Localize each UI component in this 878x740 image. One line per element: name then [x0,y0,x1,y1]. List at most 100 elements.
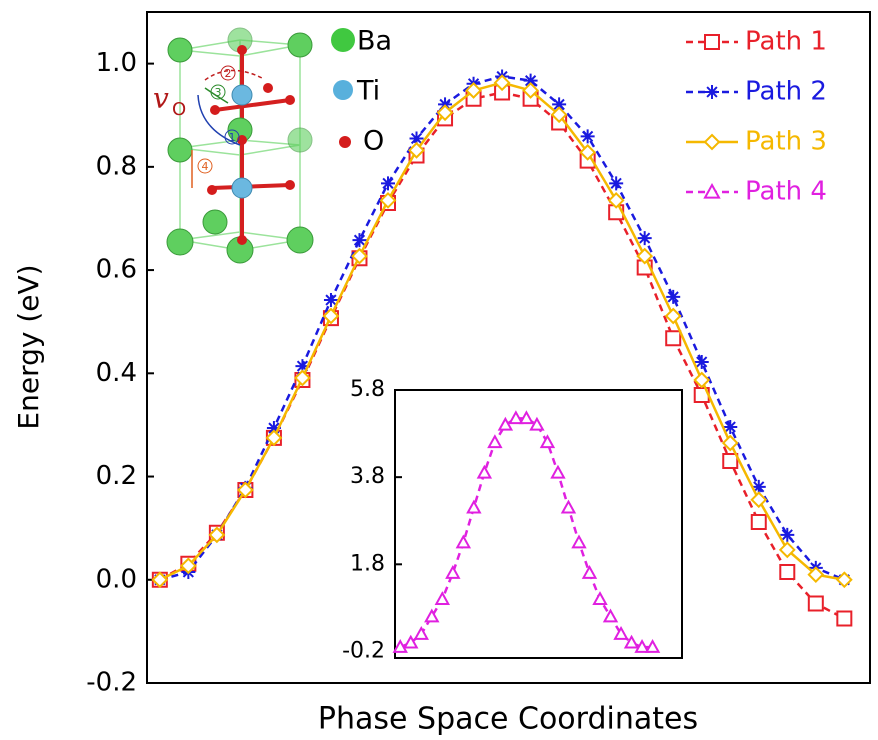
legend-marker [705,85,719,99]
ti-key [333,80,353,100]
marker [323,293,338,308]
y-tick-label: -0.2 [342,638,385,663]
legend-label: Path 3 [745,127,827,157]
marker [408,141,425,159]
y-tick-label: 1.8 [350,551,385,576]
y-tick-label: 3.8 [350,464,385,489]
species-label: Ba [357,26,392,57]
marker [609,176,624,191]
marker [413,625,429,640]
marker [434,591,451,605]
marker [392,639,408,653]
marker [836,610,853,627]
legend-marker [704,34,720,50]
y-tick-label: 1.0 [96,48,137,78]
y-tick-label: -0.2 [86,668,137,698]
marker [179,557,197,575]
marker [579,143,597,161]
marker [722,453,739,470]
marker [539,434,556,449]
marker [723,419,738,434]
migration-arrows [191,69,263,188]
marker [721,434,739,452]
marker [379,191,397,209]
marker [522,82,540,99]
o-key [339,136,351,148]
marker [529,416,545,431]
vacancy-label: v [153,82,169,115]
marker [550,464,566,479]
y-axis-label: Energy (eV) [12,264,45,429]
marker [560,499,577,514]
marker [436,104,454,122]
marker [665,330,682,347]
y-tick-label: 0.2 [96,461,137,491]
marker [807,566,825,584]
step-labels: 1 2 3 4 [197,65,240,174]
marker [455,534,472,549]
marker [518,410,535,425]
marker [381,176,395,191]
marker [664,307,682,325]
ba-key [331,28,355,52]
legend-label: Path 2 [745,77,827,107]
marker [750,491,768,509]
marker [552,97,567,112]
marker [571,534,587,549]
marker [778,541,796,559]
legend-marker [703,133,721,151]
y-tick-label: 0.8 [96,151,137,181]
marker [508,410,524,425]
y-tick-label: 0.6 [96,255,137,285]
marker [476,464,493,479]
marker [779,564,796,581]
marker [634,639,650,653]
legend-marker [703,182,721,199]
legend-item: Path 4 [686,177,827,207]
step-label: 3 [215,86,222,99]
marker [409,131,424,146]
legend-label: Path 4 [745,177,827,207]
marker [694,354,709,369]
marker [294,369,311,387]
marker [351,247,368,265]
marker [151,571,169,589]
x-axis-label: Phase Space Coordinates [318,702,698,737]
y-tick-label: 5.8 [350,377,385,402]
crystal-structure: Ba Ti O v O 1 2 3 4 [153,26,392,264]
marker [403,634,419,649]
marker [807,595,824,612]
species-label: Ti [356,76,380,107]
o-atoms [207,45,295,245]
y-tick-label: 0.0 [96,564,137,594]
step-label: 4 [202,160,209,173]
marker [637,231,652,246]
marker [465,82,482,99]
marker [236,481,254,499]
marker [266,421,281,436]
marker [550,106,568,124]
step-label: 1 [229,131,236,144]
marker [352,233,367,248]
marker [666,289,681,304]
marker [613,625,629,640]
marker [636,247,654,265]
marker [602,608,619,623]
marker [523,73,538,88]
marker [644,639,661,653]
marker [487,434,503,449]
inset-frame [394,389,683,659]
y-tick-label: 0.4 [96,358,137,388]
step-label: 2 [225,67,232,80]
marker [497,416,514,431]
marker [322,307,340,325]
legend-item: Path 2 [686,77,827,107]
marker [493,74,511,92]
marker [607,191,625,209]
marker [623,634,640,649]
marker [581,564,598,579]
marker [424,608,440,623]
marker [580,129,595,144]
legend-label: Path 1 [745,27,827,57]
